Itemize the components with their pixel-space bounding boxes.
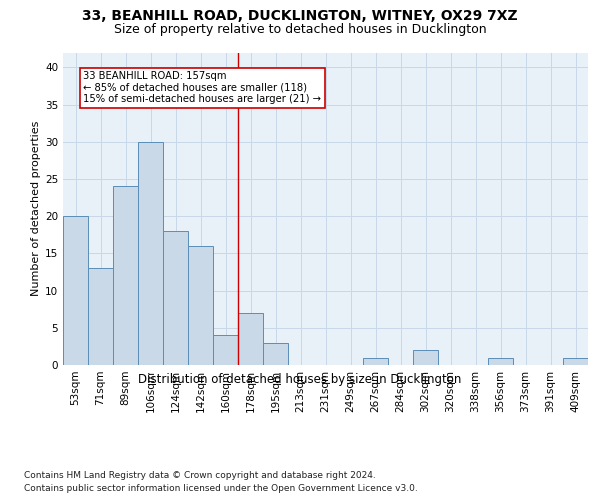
Bar (363, 358, 388, 365)
Bar (213, 335, 238, 365)
Text: Size of property relative to detached houses in Ducklington: Size of property relative to detached ho… (113, 22, 487, 36)
Bar (238, 313, 263, 365)
Text: 33 BEANHILL ROAD: 157sqm
← 85% of detached houses are smaller (118)
15% of semi-: 33 BEANHILL ROAD: 157sqm ← 85% of detach… (83, 71, 321, 104)
Text: Contains public sector information licensed under the Open Government Licence v3: Contains public sector information licen… (24, 484, 418, 493)
Bar (188, 246, 213, 365)
Text: 33, BEANHILL ROAD, DUCKLINGTON, WITNEY, OX29 7XZ: 33, BEANHILL ROAD, DUCKLINGTON, WITNEY, … (82, 9, 518, 23)
Bar (488, 358, 513, 365)
Y-axis label: Number of detached properties: Number of detached properties (31, 121, 41, 296)
Text: Contains HM Land Registry data © Crown copyright and database right 2024.: Contains HM Land Registry data © Crown c… (24, 471, 376, 480)
Bar (138, 142, 163, 365)
Bar (88, 268, 113, 365)
Bar (113, 186, 138, 365)
Bar (163, 231, 188, 365)
Bar (63, 216, 88, 365)
Bar (563, 358, 588, 365)
Text: Distribution of detached houses by size in Ducklington: Distribution of detached houses by size … (139, 372, 461, 386)
Bar (263, 342, 288, 365)
Bar (413, 350, 438, 365)
